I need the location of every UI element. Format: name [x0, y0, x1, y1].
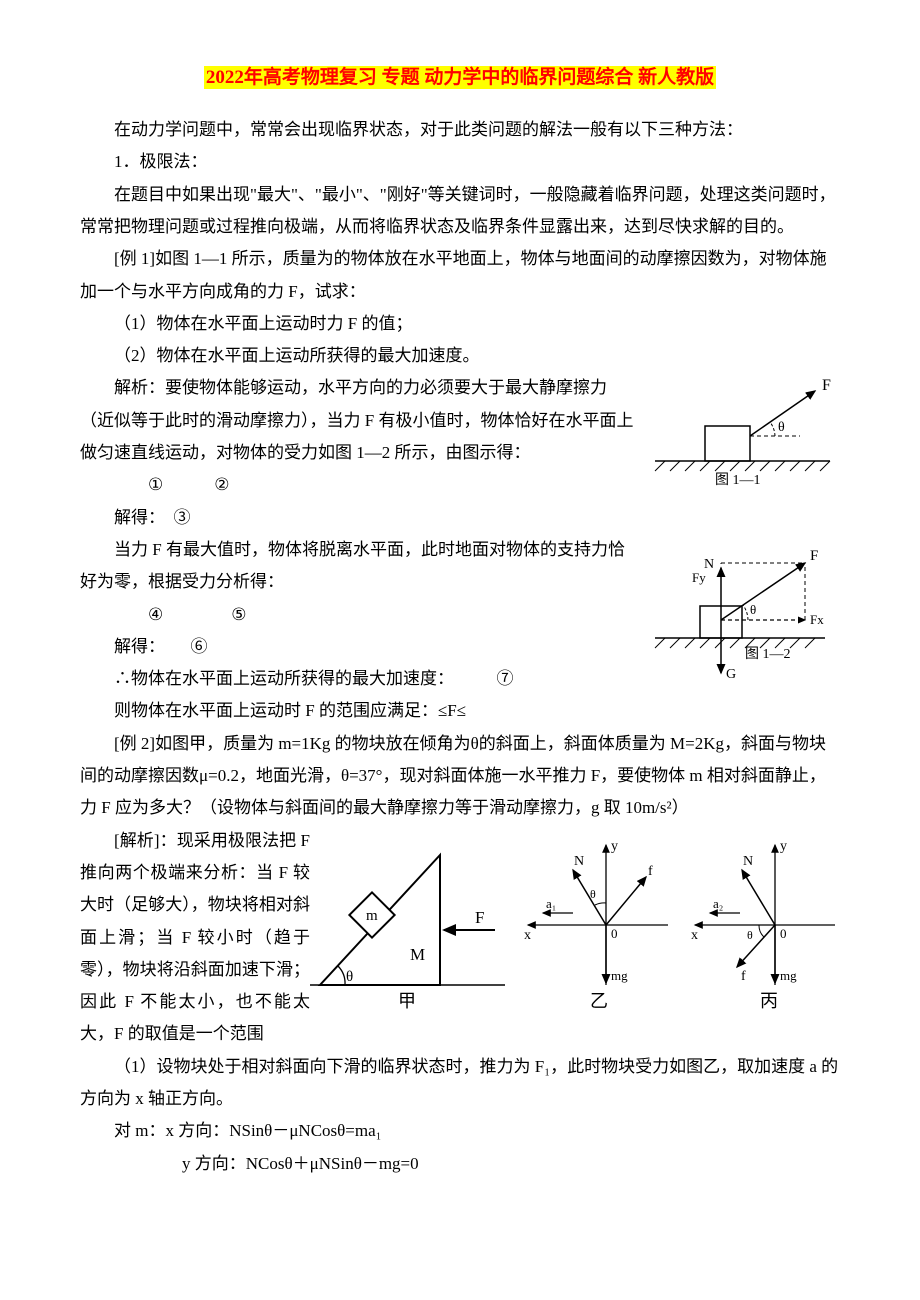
N-yi: N [574, 854, 584, 869]
mg-yi: mg [611, 968, 628, 983]
Fy-label: Fy [692, 570, 706, 585]
theta-jia: θ [346, 969, 353, 985]
figure-yi: y x 0 N f mg a₁ θ [518, 835, 673, 1021]
a-bing: a₂ [713, 896, 723, 911]
a-yi: a₁ [546, 896, 556, 911]
figure-row: θ M m F 甲 [310, 835, 840, 1021]
theta-label-2: θ [750, 602, 756, 617]
F-label-2: F [810, 548, 818, 564]
origin-bing: 0 [780, 926, 787, 941]
theta-label: θ [778, 420, 785, 435]
figure-1-2: N G F Fx Fy θ 图 1—2 [650, 538, 840, 699]
conclusion-range: 则物体在水平面上运动时 F 的范围应满足：≤F≤ [80, 695, 840, 727]
eq-line-2: 解得： ③ [80, 502, 840, 534]
mg-bing: mg [780, 968, 797, 983]
caption-yi: 乙 [590, 991, 608, 1010]
eq-my: y 方向：NCosθ＋μNSinθ－mg=0 [80, 1148, 840, 1180]
y-bing: y [780, 839, 787, 854]
figure-jia: θ M m F 甲 [310, 835, 505, 1021]
intro-para: 在动力学问题中，常常会出现临界状态，对于此类问题的解法一般有以下三种方法： [80, 114, 840, 146]
title-text: 2022年高考物理复习 专题 动力学中的临界问题综合 新人教版 [204, 66, 716, 89]
method1-desc: 在题目中如果出现"最大"、"最小"、"刚好"等关键词时，一般隐藏着临界问题，处理… [80, 179, 840, 244]
Fx-label: Fx [810, 612, 824, 627]
F-label: F [822, 377, 831, 394]
eq-mx: 对 m：x 方向：NSinθ－μNCosθ=ma₁ [80, 1115, 840, 1147]
F-jia: F [475, 908, 484, 927]
f-yi: f [648, 864, 653, 879]
caption-jia: 甲 [398, 991, 416, 1010]
G-label: G [726, 667, 736, 682]
fig1-2-caption: 图 1—2 [745, 647, 791, 662]
M-label: M [410, 945, 425, 964]
example2-block: θ M m F 甲 [80, 825, 840, 1116]
theta-bing: θ [747, 928, 753, 942]
f-bing: f [741, 969, 746, 984]
page-title: 2022年高考物理复习 专题 动力学中的临界问题综合 新人教版 [80, 60, 840, 96]
fig1-1-caption: 图 1—1 [715, 473, 761, 486]
figure-1-1: F θ 图 1—1 [650, 376, 840, 497]
caption-bing: 丙 [760, 991, 778, 1010]
x-bing: x [691, 928, 698, 943]
m-label: m [366, 908, 378, 924]
example1-q1: （1）物体在水平面上运动时力 F 的值； [80, 308, 840, 340]
origin-yi: 0 [611, 926, 618, 941]
example1-q2: （2）物体在水平面上运动所获得的最大加速度。 [80, 340, 840, 372]
example2-case1: （1）设物块处于相对斜面向下滑的临界状态时，推力为 F₁，此时物块受力如图乙，取… [80, 1051, 840, 1116]
N-bing: N [743, 854, 753, 869]
example1-stem: [例 1]如图 1—1 所示，质量为的物体放在水平地面上，物体与地面间的动摩擦因… [80, 243, 840, 308]
example2-stem: [例 2]如图甲，质量为 m=1Kg 的物块放在倾角为θ的斜面上，斜面体质量为 … [80, 728, 840, 825]
theta-yi: θ [590, 887, 596, 901]
figure-bing: y x 0 N f mg a₂ θ [685, 835, 840, 1021]
method1-heading: 1．极限法： [80, 146, 840, 178]
x-yi: x [524, 928, 531, 943]
y-yi: y [611, 839, 618, 854]
